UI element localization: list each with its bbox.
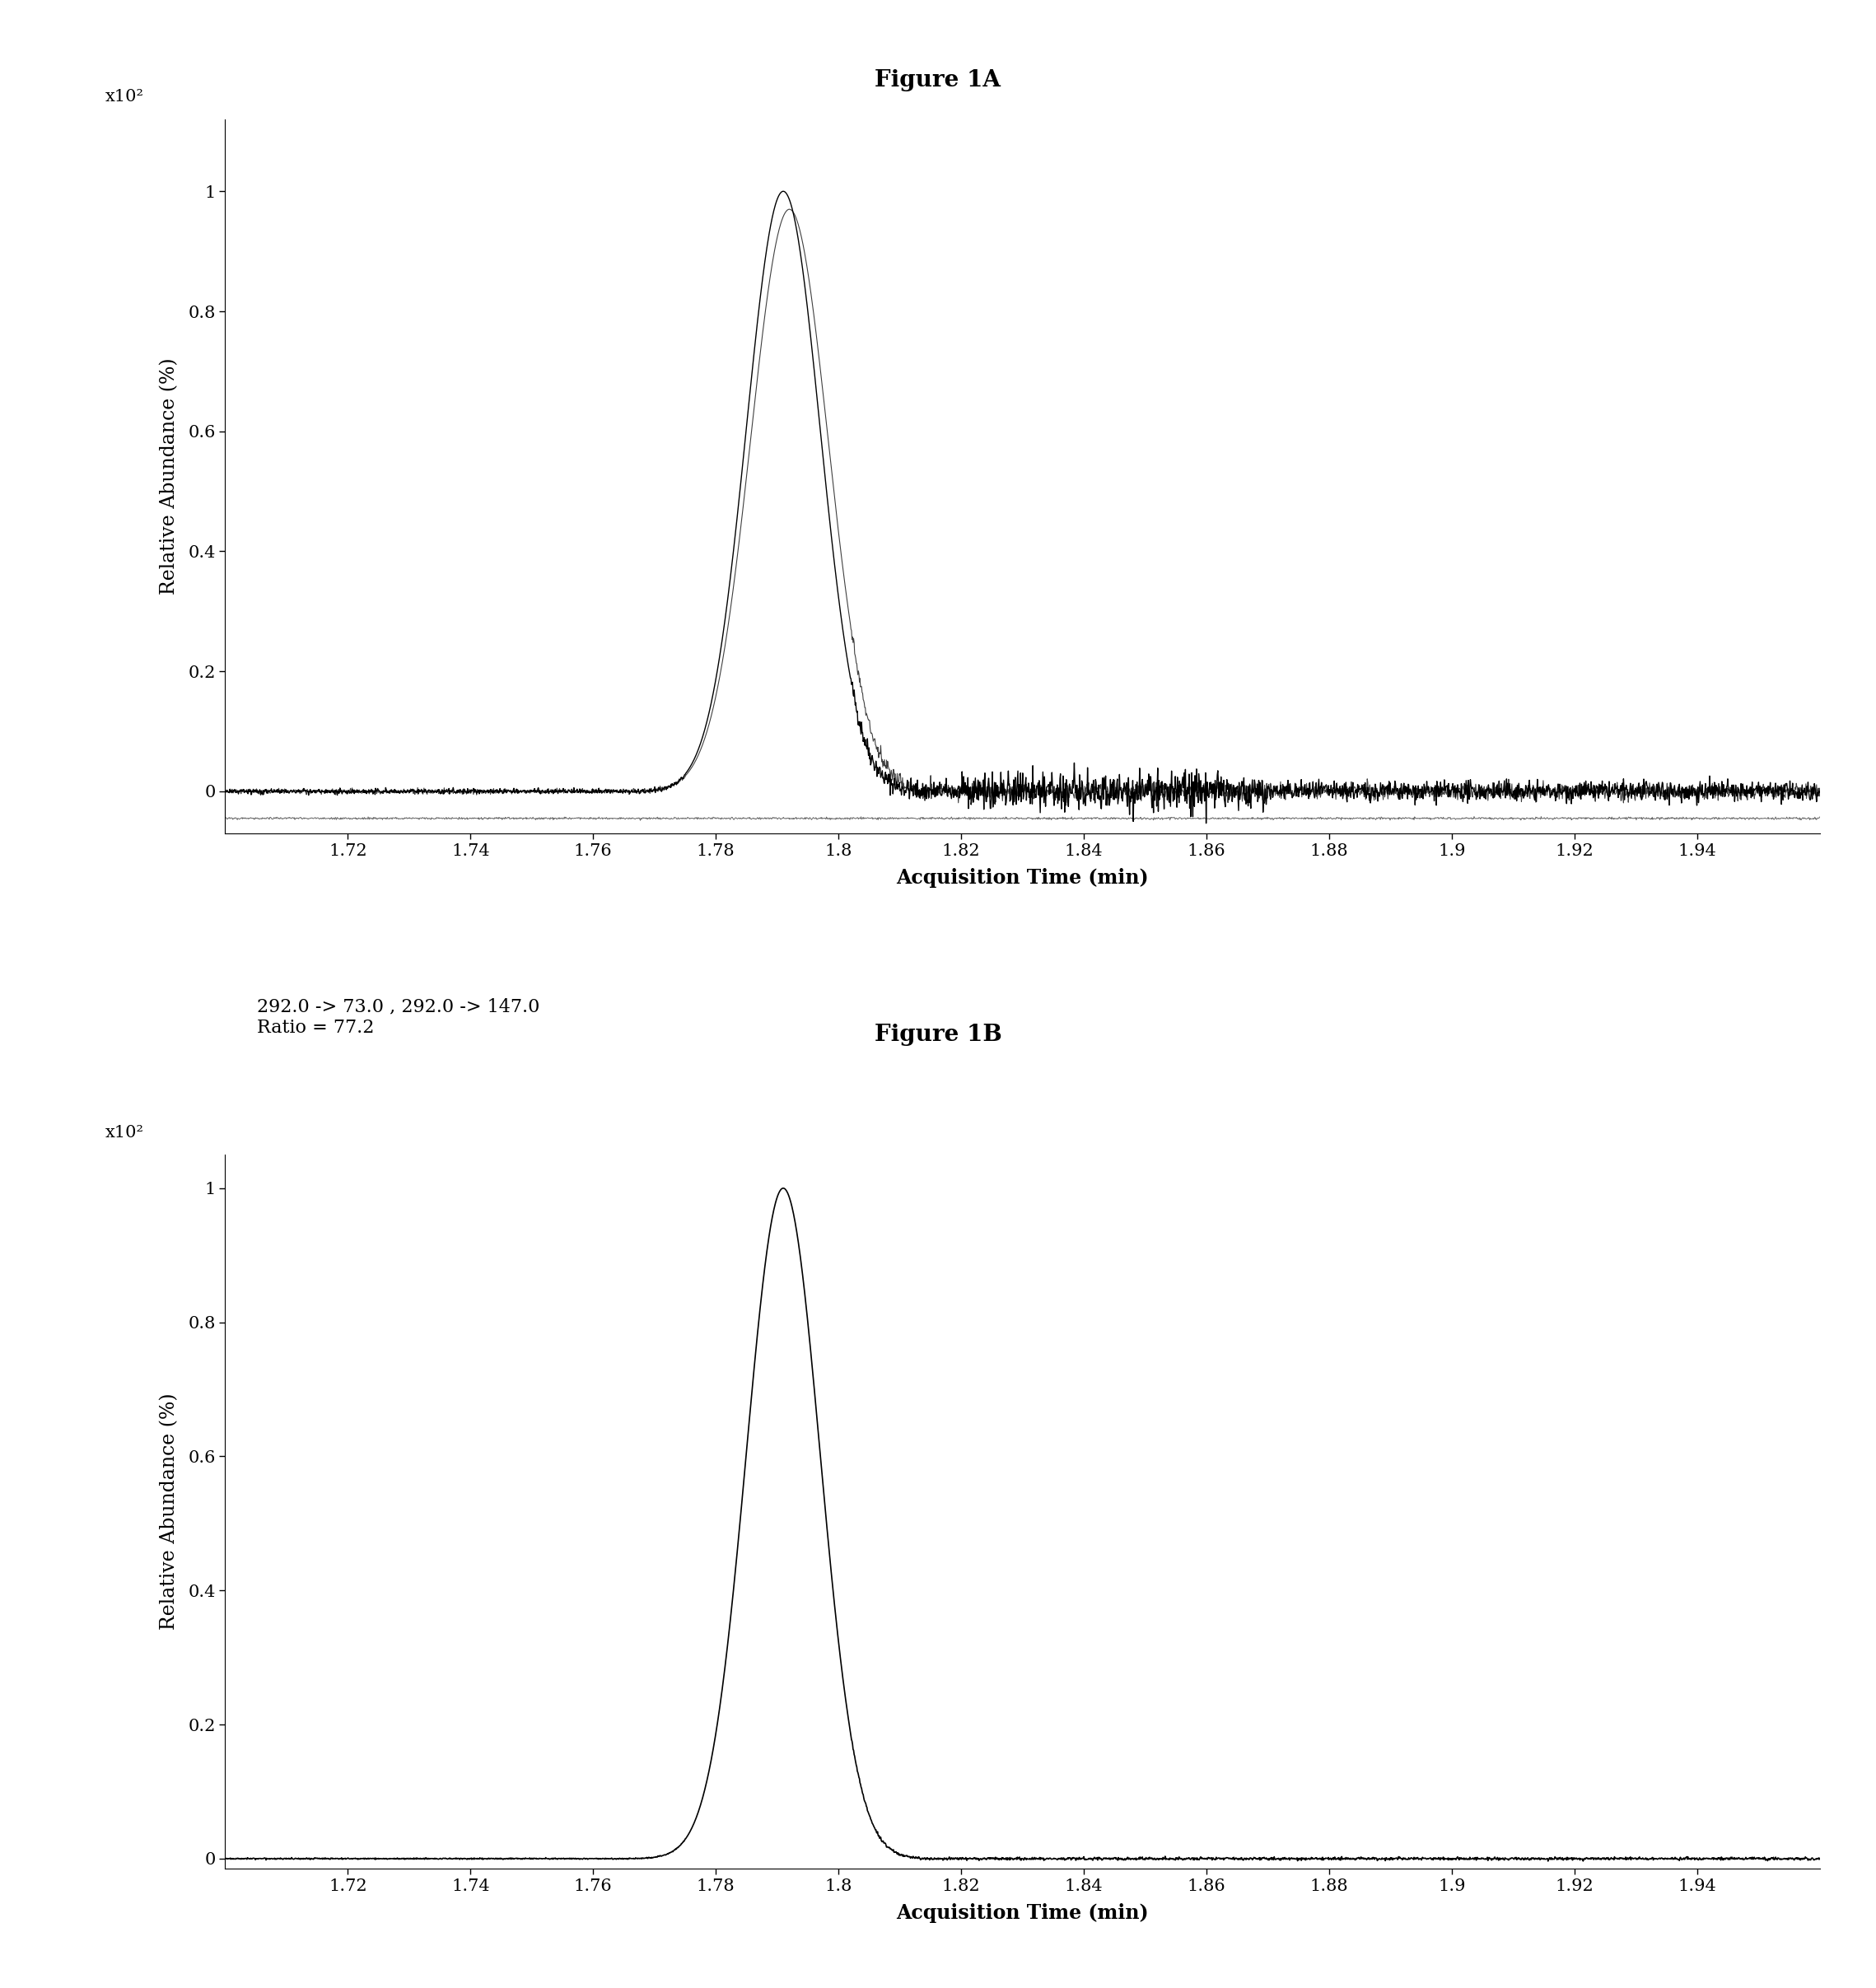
- Text: x10²: x10²: [105, 89, 144, 105]
- X-axis label: Acquisition Time (min): Acquisition Time (min): [897, 1903, 1148, 1922]
- Y-axis label: Relative Abundance (%): Relative Abundance (%): [159, 358, 178, 594]
- Text: 292.0 -> 73.0 , 292.0 -> 147.0
Ratio = 77.2: 292.0 -> 73.0 , 292.0 -> 147.0 Ratio = 7…: [257, 998, 540, 1036]
- X-axis label: Acquisition Time (min): Acquisition Time (min): [897, 869, 1148, 887]
- Text: Figure 1B: Figure 1B: [874, 1024, 1002, 1046]
- Y-axis label: Relative Abundance (%): Relative Abundance (%): [159, 1394, 178, 1630]
- Text: x10²: x10²: [105, 1125, 144, 1141]
- Text: Figure 1A: Figure 1A: [874, 70, 1002, 91]
